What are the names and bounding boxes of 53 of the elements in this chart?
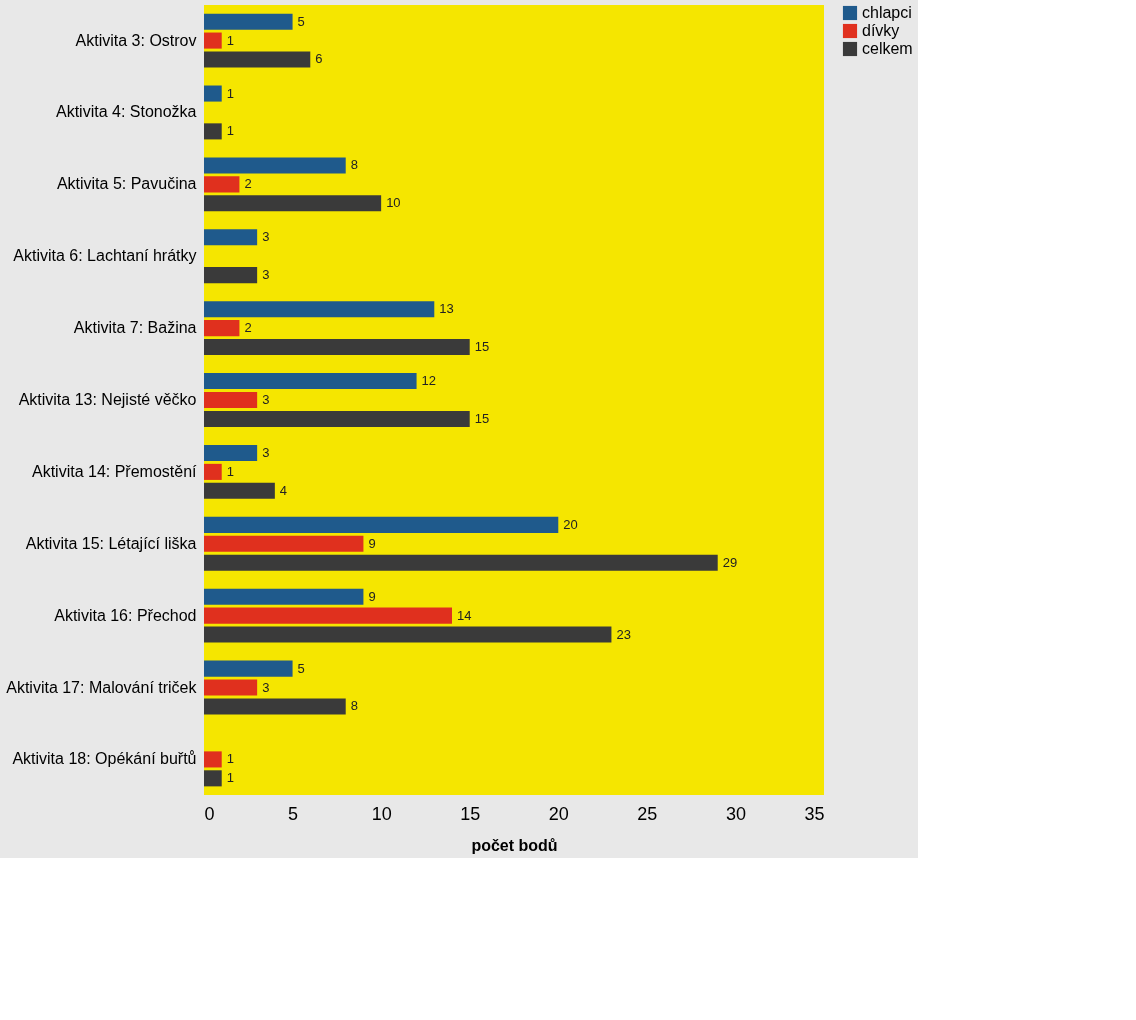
y-tick-label: Aktivita 18: Opékání buřtů: [12, 750, 197, 768]
data-label: 3: [262, 229, 270, 245]
y-tick-label: Aktivita 15: Létající liška: [25, 534, 197, 552]
x-tick-label: 5: [288, 803, 299, 824]
data-label: 1: [226, 32, 234, 48]
x-tick-label: 10: [371, 803, 392, 824]
y-tick-label: Aktivita 14: Přemostění: [31, 462, 198, 480]
data-label: 1: [226, 463, 234, 479]
x-axis-title: počet bodů: [471, 836, 558, 854]
data-label: 1: [226, 770, 234, 786]
y-tick-label: Aktivita 4: Stonožka: [55, 103, 197, 121]
y-tick-label: Aktivita 17: Malování triček: [6, 678, 198, 696]
y-tick-label: Aktivita 5: Pavučina: [56, 175, 197, 193]
data-label: 3: [262, 679, 270, 695]
y-tick-label: Aktivita 7: Bažina: [73, 319, 197, 337]
data-label: 9: [368, 588, 376, 604]
x-tick-label: 0: [204, 803, 215, 824]
data-label: 23: [616, 626, 631, 642]
data-label: 13: [439, 301, 454, 317]
data-label: 15: [474, 339, 490, 355]
data-label: 12: [421, 373, 437, 389]
data-label: 3: [262, 392, 270, 407]
data-label: 1: [226, 123, 234, 139]
data-label: 9: [368, 535, 376, 551]
data-label: 5: [297, 660, 305, 676]
legend-label: dívky: [862, 22, 900, 39]
data-label: 15: [474, 410, 490, 426]
data-label: 3: [262, 444, 270, 460]
x-tick-label: 25: [637, 803, 658, 824]
data-label: 4: [279, 482, 288, 498]
data-label: 5: [297, 13, 305, 29]
data-label: 20: [563, 516, 578, 532]
y-tick-label: Aktivita 13: Nejisté věčko: [18, 391, 197, 408]
y-tick-label: Aktivita 16: Přechod: [54, 606, 197, 624]
x-tick-label: 20: [548, 803, 569, 824]
data-label: 8: [350, 157, 358, 173]
legend-label: chlapci: [862, 4, 912, 21]
data-label: 6: [315, 51, 323, 67]
legend-label: celkem: [862, 40, 913, 57]
data-label: 3: [262, 267, 270, 283]
data-label: 2: [244, 176, 252, 192]
data-label: 2: [244, 320, 252, 336]
data-label: 14: [457, 607, 472, 623]
data-label: 1: [226, 85, 234, 101]
data-label: 8: [350, 698, 358, 714]
x-tick-label: 30: [725, 803, 746, 824]
x-tick-label: 35: [804, 803, 825, 824]
x-tick-label: 15: [460, 803, 481, 824]
y-tick-label: Aktivita 3: Ostrov: [75, 31, 197, 49]
data-label: 29: [722, 554, 738, 570]
y-tick-label: Aktivita 6: Lachtaní hrátky: [13, 247, 197, 265]
data-label: 10: [386, 195, 401, 211]
data-label: 1: [226, 751, 234, 767]
